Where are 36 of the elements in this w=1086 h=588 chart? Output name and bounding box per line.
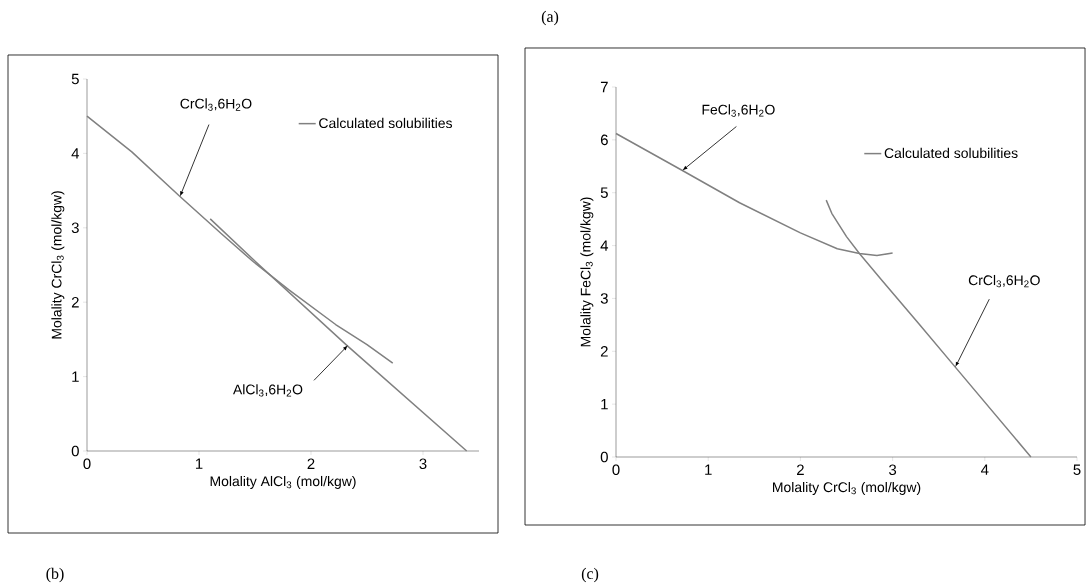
x-tick-label: 0 <box>83 458 91 470</box>
annotation: FeCl$_{3}$,6H$_{2}$O <box>702 104 775 117</box>
x-tick-label: 1 <box>705 464 712 475</box>
y-tick-label: 5 <box>71 73 79 85</box>
y-tick-label: 2 <box>71 296 79 308</box>
x-tick-label: 5 <box>1073 464 1081 475</box>
y-tick-label: 3 <box>71 222 79 234</box>
annotation: AlCl$_{3}$,6H$_{2}$O <box>233 384 303 397</box>
x-tick-label: 4 <box>981 464 989 475</box>
legend-label: Calculated solubilities <box>884 147 1018 159</box>
y-tick-label: 1 <box>72 371 79 382</box>
x-tick-label: 1 <box>195 458 203 469</box>
annotation: CrCl$_{3}$,6H$_{2}$O <box>180 98 252 111</box>
y-axis-title: Molality FeCl$_{3}$ (mol/kgw) <box>580 197 594 347</box>
text: (c) <box>581 567 599 583</box>
y-tick-label: 5 <box>600 187 608 198</box>
x-tick-label: 3 <box>889 464 897 476</box>
x-axis-title: Molality CrCl$_{3}$ (mol/kgw) <box>773 481 921 495</box>
text: (a) <box>541 10 559 26</box>
text: (b) <box>46 567 64 583</box>
y-tick-label: 3 <box>600 293 608 304</box>
x-tick-label: 2 <box>797 464 804 475</box>
y-axis-title: Molality CrCl$_{3}$ (mol/kgw) <box>51 191 65 339</box>
x-axis-title: Molality AlCl$_{3}$ (mol/kgw) <box>210 475 356 489</box>
x-tick-label: 3 <box>419 458 427 470</box>
y-tick-label: 4 <box>71 148 80 159</box>
y-tick-label: 6 <box>600 134 608 146</box>
annotation: CrCl$_{3}$,6H$_{2}$O <box>968 274 1040 288</box>
y-tick-label: 7 <box>600 81 608 93</box>
y-tick-label: 2 <box>600 346 608 357</box>
x-tick-label: 0 <box>612 464 620 476</box>
y-tick-label: 1 <box>601 399 608 410</box>
y-tick-label: 0 <box>71 445 79 457</box>
x-tick-label: 2 <box>307 458 315 469</box>
legend-label: Calculated solubilities <box>319 117 453 129</box>
y-tick-label: 4 <box>600 240 609 251</box>
